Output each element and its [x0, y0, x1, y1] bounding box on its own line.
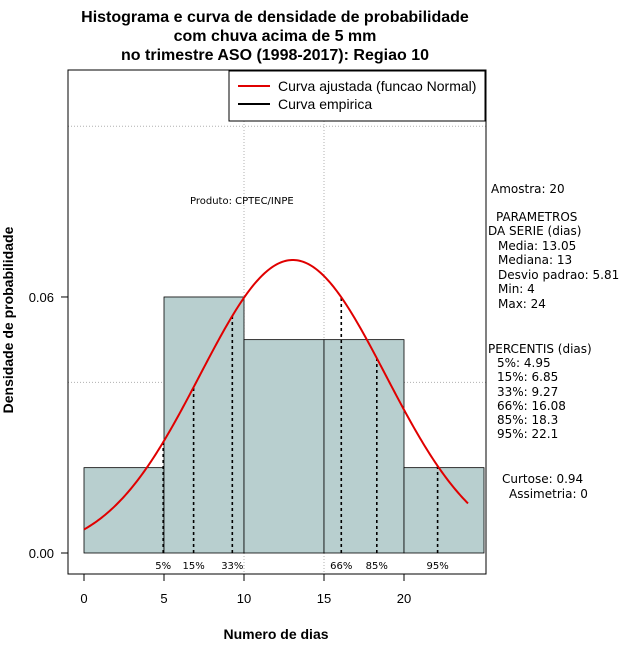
histogram-bar-4: [403, 467, 485, 554]
chart-title-line-3: no trimestre ASO (1998-2017): Regiao 10: [121, 47, 429, 64]
stat-p5: 5%: 4.95: [497, 356, 551, 370]
fitted-curve-layer: [83, 259, 469, 531]
stat-param-title-1: PARAMETROS: [496, 210, 577, 224]
percentile-label-5: 95%: [426, 561, 448, 572]
histogram-bar-2: [243, 339, 325, 554]
x-tick-label-4: 20: [397, 591, 411, 606]
stat-p15: 15%: 6.85: [497, 370, 558, 384]
y-tick-label-0: 0.00: [29, 546, 54, 561]
percentile-label-2: 33%: [221, 561, 243, 572]
histogram-bar-3: [323, 339, 405, 554]
plot-frame: [67, 69, 487, 575]
stat-amostra: Amostra: 20: [491, 182, 565, 196]
stat-p66: 66%: 16.08: [497, 399, 566, 413]
stat-p85: 85%: 18.3: [497, 413, 558, 427]
x-axis-label: Numero de dias: [223, 626, 328, 642]
stat-mediana: Mediana: 13: [498, 253, 572, 267]
stat-media: Media: 13.05: [498, 239, 576, 253]
legend-fitted-label: Curva ajustada (funcao Normal): [278, 78, 476, 94]
histogram-bar-0: [83, 467, 165, 554]
y-tick-label-1: 0.06: [29, 290, 54, 305]
stat-p33: 33%: 9.27: [497, 385, 558, 399]
histogram-bars: [83, 296, 485, 554]
stat-max: Max: 24: [498, 297, 546, 311]
stat-p95: 95%: 22.1: [497, 427, 558, 441]
stat-percentis-title: PERCENTIS (dias): [488, 342, 592, 356]
stat-param-title-2: DA SERIE (dias): [488, 224, 581, 238]
legend: Curva ajustada (funcao Normal) Curva emp…: [228, 70, 486, 122]
percentile-label-0: 5%: [155, 561, 171, 572]
x-tick-label-2: 10: [237, 591, 251, 606]
stat-min: Min: 4: [498, 282, 535, 296]
stat-curtose: Curtose: 0.94: [502, 472, 583, 486]
legend-box: [228, 70, 486, 122]
x-tick-label-0: 0: [80, 591, 87, 606]
stat-assimetria: Assimetria: 0: [509, 487, 588, 501]
x-tick-label-3: 15: [317, 591, 331, 606]
histogram-bar-1: [163, 296, 245, 554]
legend-empirical-label: Curva empirica: [278, 96, 372, 112]
percentile-label-3: 66%: [330, 561, 352, 572]
stat-desvio: Desvio padrao: 5.81: [498, 268, 619, 282]
percentile-lines: 5% 15% 33% 66% 85% 95%: [155, 297, 449, 572]
stats-panel: Amostra: 20 PARAMETROS DA SERIE (dias) M…: [488, 182, 619, 501]
x-tick-label-1: 5: [160, 591, 167, 606]
y-axis-label: Densidade de probabilidade: [0, 226, 16, 413]
product-annotation: Produto: CPTEC/INPE: [190, 196, 294, 207]
percentile-label-4: 85%: [366, 561, 388, 572]
chart-title-line-1: Histograma e curva de densidade de proba…: [81, 9, 469, 26]
percentile-label-1: 15%: [182, 561, 204, 572]
fitted-normal-curve: [83, 259, 469, 531]
chart-title-line-2: com chuva acima de 5 mm: [174, 28, 377, 45]
